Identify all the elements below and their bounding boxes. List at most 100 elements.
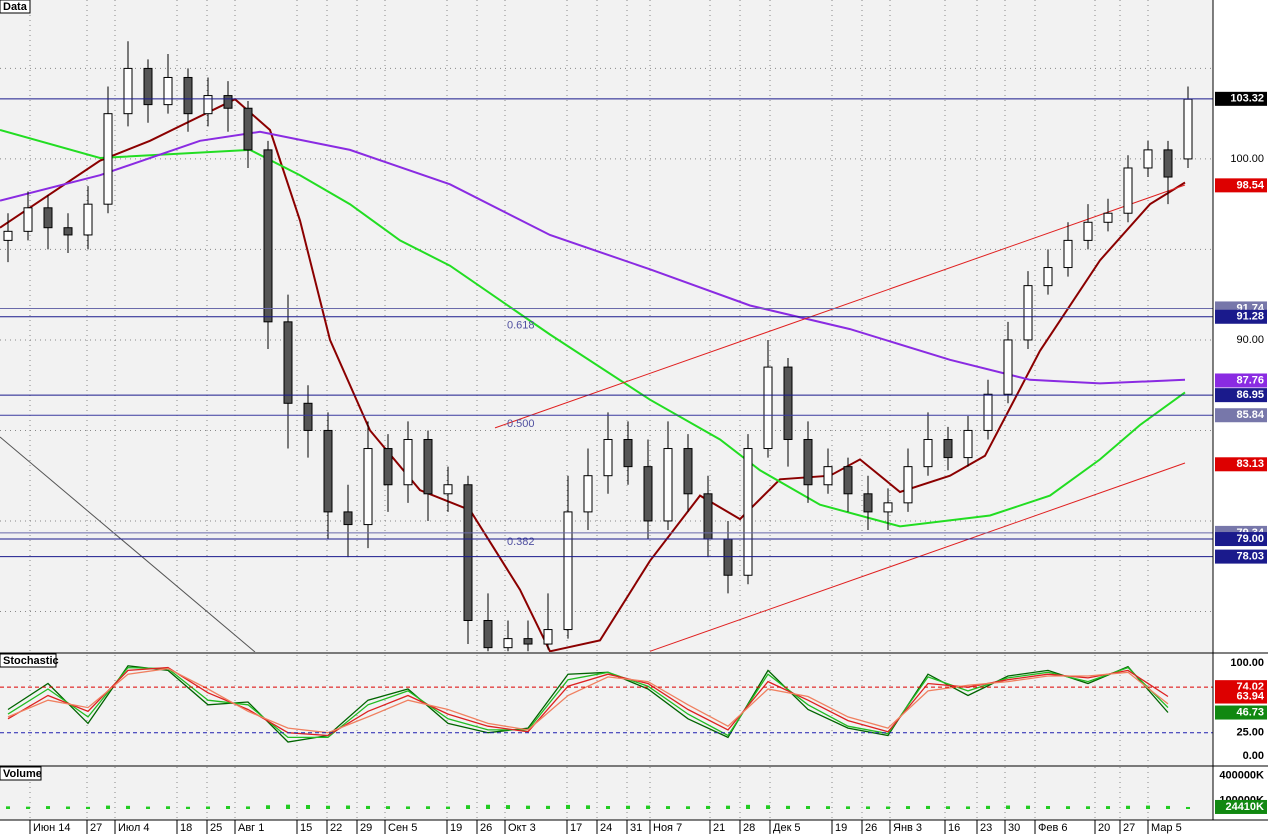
x-tick-label: 29 xyxy=(360,822,372,834)
candle-body xyxy=(463,484,473,622)
candle-body xyxy=(183,76,193,115)
plot-background xyxy=(0,0,1213,820)
level-label: 83.13 xyxy=(1236,458,1264,470)
candle-body xyxy=(483,620,493,649)
volume-bar xyxy=(346,805,350,809)
level-box xyxy=(1215,457,1267,472)
x-tick-label: Ноя 7 xyxy=(653,822,682,834)
candle-body xyxy=(643,466,653,522)
y-tick-label: 400000K xyxy=(1219,770,1264,782)
candle-body xyxy=(503,638,513,649)
candle-body xyxy=(63,227,73,236)
volume-bar xyxy=(566,804,570,809)
candle-body xyxy=(363,448,373,526)
candle-body xyxy=(383,448,393,486)
candle-body xyxy=(1003,339,1013,395)
panel-title: Stochastic xyxy=(3,655,59,667)
volume-bar xyxy=(1106,806,1110,809)
stochastic-panel xyxy=(0,655,1213,765)
volume-bar xyxy=(6,806,10,809)
candle-body xyxy=(3,230,13,241)
y-tick-label: 100.00 xyxy=(1230,153,1264,165)
x-tick-label: 19 xyxy=(450,822,462,834)
volume-bar xyxy=(826,806,830,809)
volume-bar xyxy=(1146,805,1150,809)
candle-body xyxy=(1163,149,1173,178)
candle-body xyxy=(1103,212,1113,223)
level-label: 46.73 xyxy=(1236,706,1264,718)
stochastic-line xyxy=(7,666,1169,737)
x-tick-label: 25 xyxy=(210,822,222,834)
candle-body xyxy=(443,484,453,495)
volume-bar xyxy=(126,805,130,809)
volume-bar xyxy=(166,806,170,809)
candle-body xyxy=(743,448,753,576)
x-tick-label: 20 xyxy=(1098,822,1110,834)
x-tick-label: Фев 6 xyxy=(1038,822,1068,834)
level-box xyxy=(1215,373,1267,388)
candle-body xyxy=(823,466,833,486)
volume-bar xyxy=(186,806,190,809)
volume-bar xyxy=(526,805,530,809)
candle-body xyxy=(543,629,553,645)
level-box xyxy=(1215,388,1267,403)
candle-body xyxy=(563,511,573,631)
candle-body xyxy=(883,502,893,513)
x-tick-label: 28 xyxy=(743,822,755,834)
candle-body xyxy=(923,438,933,468)
candle-body xyxy=(243,107,253,151)
volume-bar xyxy=(986,805,990,809)
volume-bar xyxy=(46,806,50,809)
candle-body xyxy=(403,438,413,486)
volume-bar xyxy=(486,804,490,809)
volume-bar xyxy=(1026,805,1030,809)
x-tick-label: 24 xyxy=(600,822,612,834)
volume-panel xyxy=(6,767,1190,820)
volume-bar xyxy=(26,806,30,809)
panel-title: Volume xyxy=(3,768,42,780)
candle-body xyxy=(803,438,813,486)
candle-body xyxy=(1183,98,1193,160)
volume-bar xyxy=(1126,805,1130,809)
axis-background xyxy=(0,820,1268,834)
level-label: 25.00 xyxy=(1236,727,1264,739)
x-tick-label: 26 xyxy=(480,822,492,834)
volume-bar xyxy=(446,806,450,809)
panel-title: Data xyxy=(3,1,28,13)
candle-body xyxy=(103,113,113,205)
volume-bar xyxy=(926,805,930,809)
candle-body xyxy=(863,493,873,513)
level-label: 86.95 xyxy=(1236,389,1264,401)
level-label: 85.84 xyxy=(1236,409,1264,421)
candle-body xyxy=(963,429,973,459)
candle-body xyxy=(123,67,133,115)
overlay-line xyxy=(0,129,1186,528)
overlay-line xyxy=(649,462,1186,652)
candle-body xyxy=(423,438,433,495)
volume-bar xyxy=(1086,806,1090,809)
x-tick-label: 22 xyxy=(330,822,342,834)
volume-bar xyxy=(206,806,210,809)
candle-body xyxy=(203,95,213,115)
volume-bar xyxy=(886,806,890,809)
volume-bar xyxy=(706,805,710,809)
volume-bar xyxy=(966,806,970,809)
candle-body xyxy=(283,321,293,404)
volume-bar xyxy=(286,804,290,809)
candle-body xyxy=(663,448,673,522)
volume-bar xyxy=(786,805,790,809)
volume-bar xyxy=(246,806,250,809)
volume-bar xyxy=(406,806,410,809)
volume-bar xyxy=(866,806,870,809)
candle-body xyxy=(163,76,173,106)
stochastic-line xyxy=(7,667,1169,734)
x-tick-label: 23 xyxy=(980,822,992,834)
volume-bar xyxy=(686,806,690,809)
candle-body xyxy=(1043,267,1053,287)
stochastic-line xyxy=(7,666,1169,739)
x-tick-label: 15 xyxy=(300,822,312,834)
x-tick-label: Мар 5 xyxy=(1151,822,1182,834)
level-label: 87.76 xyxy=(1236,374,1264,386)
level-label: 24410K xyxy=(1225,801,1264,813)
level-label: 98.54 xyxy=(1236,179,1264,191)
